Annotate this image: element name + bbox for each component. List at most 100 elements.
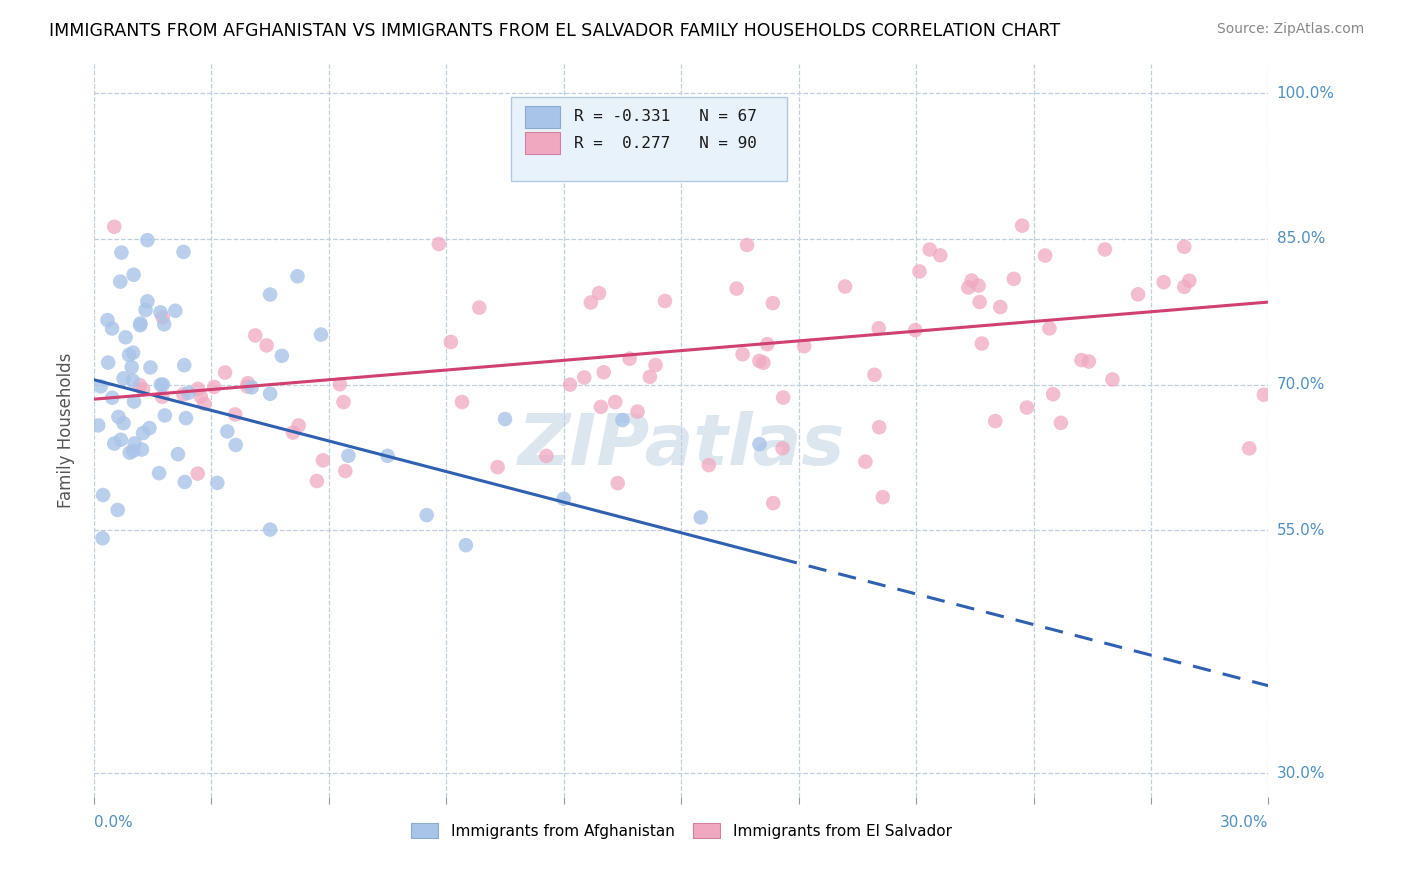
Point	[1050, 416, 1073, 430]
FancyBboxPatch shape	[510, 97, 787, 181]
Point	[214, 366, 236, 380]
Text: 100.0%: 100.0%	[1277, 86, 1334, 101]
Point	[558, 377, 581, 392]
Point	[121, 374, 143, 388]
Point	[868, 321, 890, 335]
Point	[329, 377, 352, 392]
Point	[259, 386, 281, 401]
Point	[772, 391, 794, 405]
Point	[173, 244, 195, 259]
Point	[259, 287, 281, 301]
Point	[834, 279, 856, 293]
Point	[731, 347, 754, 361]
Point	[177, 386, 200, 401]
Point	[122, 268, 145, 282]
Point	[574, 370, 596, 384]
FancyBboxPatch shape	[524, 132, 560, 154]
Point	[121, 360, 143, 375]
Point	[96, 313, 118, 327]
Point	[863, 368, 886, 382]
Point	[606, 476, 628, 491]
Point	[494, 412, 516, 426]
Point	[287, 418, 309, 433]
Point	[853, 455, 876, 469]
Point	[128, 378, 150, 392]
Point	[332, 395, 354, 409]
Point	[122, 394, 145, 409]
Point	[110, 245, 132, 260]
Point	[129, 318, 152, 333]
Point	[122, 444, 145, 458]
Text: 70.0%: 70.0%	[1277, 377, 1324, 392]
Point	[697, 458, 720, 472]
Point	[152, 377, 174, 392]
Point	[91, 531, 114, 545]
FancyBboxPatch shape	[524, 106, 560, 128]
Point	[91, 488, 114, 502]
Point	[960, 273, 983, 287]
Point	[101, 321, 124, 335]
Point	[1101, 372, 1123, 386]
Point	[337, 449, 360, 463]
Point	[107, 409, 129, 424]
Point	[756, 337, 779, 351]
Point	[605, 395, 627, 409]
Point	[1042, 387, 1064, 401]
Point	[149, 305, 172, 319]
Point	[87, 418, 110, 433]
Point	[772, 442, 794, 456]
Point	[748, 437, 770, 451]
Point	[969, 295, 991, 310]
Point	[224, 408, 246, 422]
Point	[101, 391, 124, 405]
Point	[118, 445, 141, 459]
Point	[110, 433, 132, 447]
Text: 0.0%: 0.0%	[94, 815, 132, 830]
Point	[112, 416, 135, 430]
Point	[153, 318, 176, 332]
Point	[908, 264, 931, 278]
Text: 30.0%: 30.0%	[1220, 815, 1268, 830]
Point	[110, 275, 132, 289]
Point	[1173, 240, 1195, 254]
Point	[752, 356, 775, 370]
Point	[454, 538, 477, 552]
Point	[193, 397, 215, 411]
Point	[225, 438, 247, 452]
Point	[793, 339, 815, 353]
Point	[486, 460, 509, 475]
Point	[970, 336, 993, 351]
Text: R =  0.277   N = 90: R = 0.277 N = 90	[574, 136, 758, 151]
Text: 55.0%: 55.0%	[1277, 523, 1324, 538]
Point	[207, 475, 229, 490]
Point	[148, 466, 170, 480]
Point	[427, 237, 450, 252]
Text: IMMIGRANTS FROM AFGHANISTAN VS IMMIGRANTS FROM EL SALVADOR FAMILY HOUSEHOLDS COR: IMMIGRANTS FROM AFGHANISTAN VS IMMIGRANT…	[49, 22, 1060, 40]
Point	[270, 349, 292, 363]
Point	[872, 490, 894, 504]
Point	[149, 377, 172, 392]
Point	[152, 310, 174, 325]
Point	[762, 296, 785, 310]
Point	[1173, 280, 1195, 294]
Point	[638, 369, 661, 384]
Point	[735, 238, 758, 252]
Point	[588, 286, 610, 301]
Point	[1011, 219, 1033, 233]
Point	[167, 447, 190, 461]
Point	[236, 376, 259, 390]
Point	[138, 421, 160, 435]
Point	[967, 278, 990, 293]
Point	[468, 301, 491, 315]
Point	[107, 503, 129, 517]
Point	[97, 355, 120, 369]
Point	[1038, 321, 1060, 335]
Point	[1070, 353, 1092, 368]
Point	[173, 358, 195, 372]
Point	[536, 449, 558, 463]
Point	[1153, 275, 1175, 289]
Point	[1178, 274, 1201, 288]
Point	[1253, 387, 1275, 401]
Point	[129, 317, 152, 331]
Point	[1015, 401, 1038, 415]
